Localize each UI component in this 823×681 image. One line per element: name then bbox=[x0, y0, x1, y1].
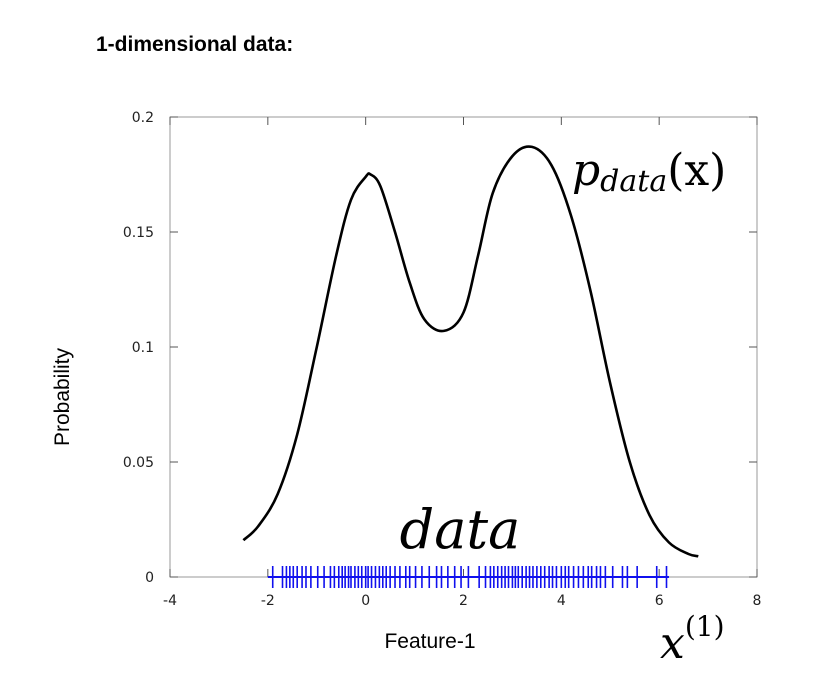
x-tick-label: -2 bbox=[261, 593, 275, 609]
y-tick-label: 0.1 bbox=[132, 340, 154, 356]
density-curve bbox=[242, 145, 699, 558]
x-tick-label: 4 bbox=[557, 593, 566, 609]
axis-variable-label: x(1) bbox=[660, 610, 725, 669]
data-rug bbox=[267, 566, 669, 588]
x-tick-label: 8 bbox=[753, 593, 762, 609]
y-tick-label: 0.05 bbox=[123, 455, 154, 471]
y-tick-label: 0 bbox=[145, 570, 154, 586]
rug-label: data bbox=[400, 498, 521, 561]
x-tick-labels: -4 -2 0 2 4 6 8 bbox=[163, 593, 761, 609]
x-tick-label: 6 bbox=[655, 593, 664, 609]
section-heading: 1-dimensional data: bbox=[96, 33, 294, 56]
curve-label: pdata(x) bbox=[572, 145, 726, 199]
y-tick-label: 0.2 bbox=[132, 110, 154, 126]
x-tick-label: 0 bbox=[361, 593, 370, 609]
y-tick-labels: 0 0.05 0.1 0.15 0.2 bbox=[123, 110, 154, 586]
x-tick-label: 2 bbox=[459, 593, 468, 609]
y-axis-title: Probability bbox=[51, 347, 74, 446]
y-tick-label: 0.15 bbox=[123, 225, 154, 241]
x-axis-title: Feature-1 bbox=[384, 630, 475, 653]
x-tick-label: -4 bbox=[163, 593, 177, 609]
